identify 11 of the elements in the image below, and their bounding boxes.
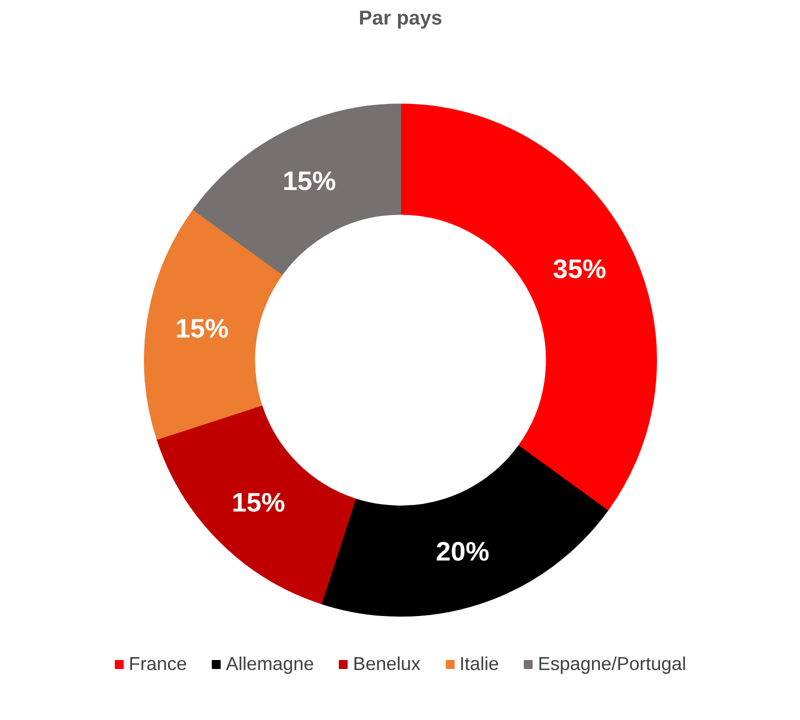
chart-title: Par pays bbox=[358, 8, 442, 30]
legend-label: Benelux bbox=[353, 653, 420, 675]
legend-label: Italie bbox=[459, 653, 499, 675]
legend-label: France bbox=[128, 653, 187, 675]
data-label: 20% bbox=[436, 536, 490, 566]
data-label: 15% bbox=[282, 166, 336, 196]
data-label: 35% bbox=[552, 254, 606, 284]
legend-label: Allemagne bbox=[226, 653, 314, 675]
legend-label: Espagne/Portugal bbox=[538, 653, 686, 675]
data-label: 15% bbox=[175, 314, 229, 344]
data-label: 15% bbox=[232, 487, 286, 518]
